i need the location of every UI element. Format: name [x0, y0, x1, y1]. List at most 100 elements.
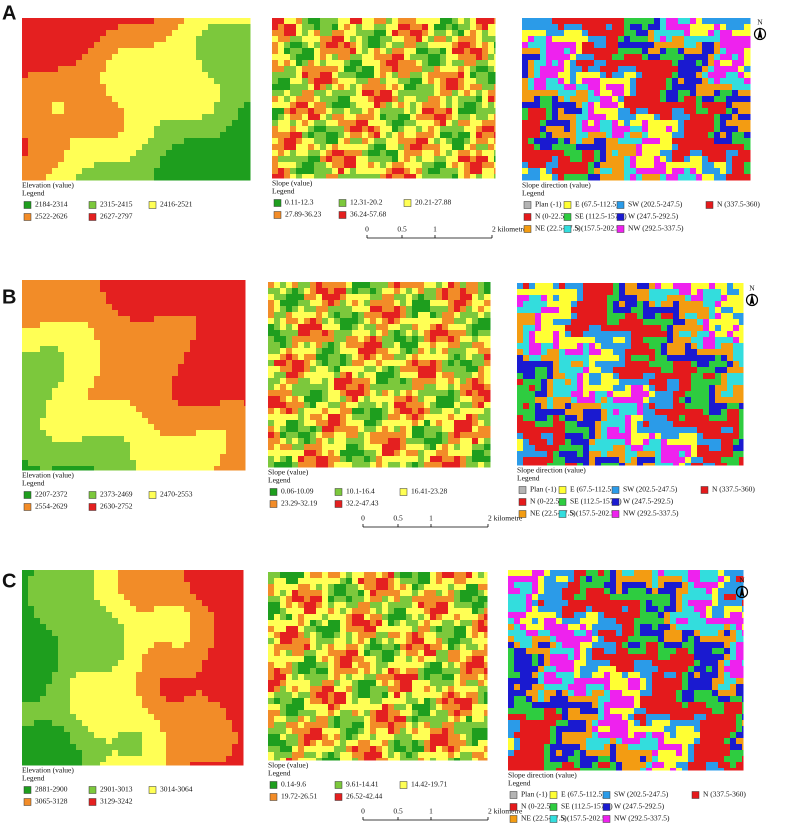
map-cell [196, 18, 203, 25]
map-cell [58, 304, 65, 311]
map-cell [160, 340, 167, 347]
map-cell [166, 352, 173, 359]
map-cell [624, 174, 631, 181]
map-cell [726, 114, 733, 121]
map-cell [406, 306, 413, 313]
map-cell [338, 36, 345, 43]
map-cell [178, 42, 185, 49]
map-cell [94, 466, 101, 471]
map-cell [94, 364, 101, 371]
map-cell [732, 90, 739, 97]
map-cell [352, 366, 359, 373]
map-cell [466, 300, 473, 307]
map-cell [226, 394, 233, 401]
map-cell [124, 138, 131, 145]
map-cell [436, 372, 443, 379]
map-cell [232, 364, 239, 371]
map-cell [702, 96, 709, 103]
map-cell [238, 72, 245, 79]
map-cell [404, 24, 411, 31]
map-cell [46, 120, 53, 127]
map-cell [470, 78, 477, 85]
map-cell [338, 90, 345, 97]
map-cell [612, 162, 619, 169]
map-cell [274, 318, 281, 325]
map-cell [398, 144, 405, 151]
map-cell [166, 418, 173, 425]
map-cell [398, 132, 405, 139]
map-cell [232, 454, 239, 461]
map-cell [238, 334, 245, 341]
map-cell [460, 306, 467, 313]
map-cell [70, 126, 77, 133]
map-cell [690, 24, 697, 31]
map-cell [106, 114, 113, 121]
map-cell [368, 138, 375, 145]
north-label: N [757, 18, 763, 27]
map-cell [404, 42, 411, 49]
map-cell [166, 36, 173, 43]
map-cell [672, 48, 679, 55]
elevation-map [22, 280, 246, 471]
map-cell [34, 382, 41, 389]
map-cell [196, 394, 203, 401]
map-cell [112, 162, 119, 169]
map-cell [440, 156, 447, 163]
map-cell [124, 418, 131, 425]
map-cell [148, 42, 155, 49]
map-cell [522, 138, 529, 145]
map-cell [418, 324, 425, 331]
map-cell [460, 294, 467, 301]
map-cell [320, 114, 327, 121]
map-cell [292, 306, 299, 313]
map-cell [154, 358, 161, 365]
map-cell [600, 18, 607, 25]
map-cell [666, 138, 673, 145]
map-cell [184, 394, 191, 401]
map-cell [344, 36, 351, 43]
map-cell [28, 394, 35, 401]
map-cell [196, 174, 203, 181]
map-cell [208, 466, 215, 471]
map-cell [160, 132, 167, 139]
map-cell [106, 400, 113, 407]
map-cell [386, 54, 393, 61]
map-cell [64, 418, 71, 425]
map-cell [458, 156, 465, 163]
map-cell [100, 424, 107, 431]
map-cell [376, 366, 383, 373]
map-cell [124, 460, 131, 467]
map-cell [160, 144, 167, 151]
map-cell [82, 448, 89, 455]
map-cell [394, 312, 401, 319]
map-cell [382, 342, 389, 349]
map-cell [202, 78, 209, 85]
map-cell [612, 78, 619, 85]
map-cell [738, 84, 745, 91]
map-cell [314, 60, 321, 67]
map-cell [292, 324, 299, 331]
map-cell [178, 334, 185, 341]
map-cell [308, 114, 315, 121]
map-cell [458, 96, 465, 103]
map-cell [594, 138, 601, 145]
map-cell [702, 168, 709, 175]
map-cell [202, 72, 209, 79]
map-cell [678, 150, 685, 157]
map-cell [346, 342, 353, 349]
map-cell [362, 42, 369, 49]
map-cell [382, 288, 389, 295]
map-cell [178, 418, 185, 425]
map-cell [136, 90, 143, 97]
map-cell [58, 54, 65, 61]
map-cell [552, 144, 559, 151]
map-cell [148, 388, 155, 395]
map-cell [94, 376, 101, 383]
map-cell [178, 144, 185, 151]
map-cell [454, 348, 461, 355]
map-cell [148, 448, 155, 455]
map-cell [160, 114, 167, 121]
map-cell [100, 316, 107, 323]
map-cell [484, 354, 491, 361]
map-cell [308, 24, 315, 31]
